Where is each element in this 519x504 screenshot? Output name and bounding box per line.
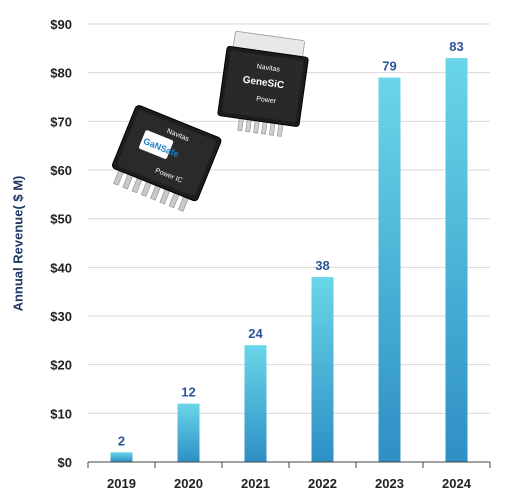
y-tick-label: $0 bbox=[58, 455, 72, 470]
bar-2021 bbox=[244, 345, 267, 462]
y-tick-label: $70 bbox=[50, 114, 72, 129]
bar-2023 bbox=[378, 77, 401, 463]
x-axis-ticks: 2019 2020 2021 2022 2023 2024 bbox=[87, 462, 491, 491]
bar-2019 bbox=[110, 452, 133, 462]
data-label-2022: 38 bbox=[315, 258, 329, 273]
bar-2020 bbox=[177, 403, 200, 462]
x-tick-label-2019: 2019 bbox=[107, 476, 136, 491]
y-tick-label: $90 bbox=[50, 17, 72, 32]
y-tick-label: $60 bbox=[50, 163, 72, 178]
data-label-2019: 2 bbox=[118, 433, 125, 448]
data-label-2024: 83 bbox=[449, 39, 463, 54]
y-tick-label: $30 bbox=[50, 309, 72, 324]
data-label-2023: 79 bbox=[382, 59, 396, 74]
y-tick-label: $10 bbox=[50, 406, 72, 421]
x-tick-label-2024: 2024 bbox=[442, 476, 472, 491]
y-axis-ticks: $0 $10 $20 $30 $40 $50 $60 $70 $80 $90 bbox=[50, 17, 72, 470]
y-tick-label: $40 bbox=[50, 260, 72, 275]
genesic-chip-image: Navitas GeneSiC Power bbox=[217, 30, 309, 137]
data-label-2021: 24 bbox=[248, 326, 263, 341]
y-tick-label: $80 bbox=[50, 66, 72, 81]
bars bbox=[110, 58, 468, 463]
genesic-brand: Navitas bbox=[256, 63, 281, 73]
x-tick-label-2021: 2021 bbox=[241, 476, 270, 491]
x-tick-label-2022: 2022 bbox=[308, 476, 337, 491]
y-tick-label: $50 bbox=[50, 212, 72, 227]
y-tick-label: $20 bbox=[50, 358, 72, 373]
gansafe-chip-image: Navitas GaNSafe Power IC bbox=[112, 105, 222, 212]
data-label-2020: 12 bbox=[181, 385, 195, 400]
data-labels: 2 12 24 38 79 83 bbox=[118, 39, 464, 448]
y-axis-title: Annual Revenue( $ M) bbox=[10, 175, 26, 312]
genesic-type: Power bbox=[256, 96, 277, 106]
bar-2024 bbox=[445, 58, 468, 463]
bar-2022 bbox=[311, 277, 334, 462]
x-tick-label-2023: 2023 bbox=[375, 476, 404, 491]
x-tick-label-2020: 2020 bbox=[174, 476, 203, 491]
